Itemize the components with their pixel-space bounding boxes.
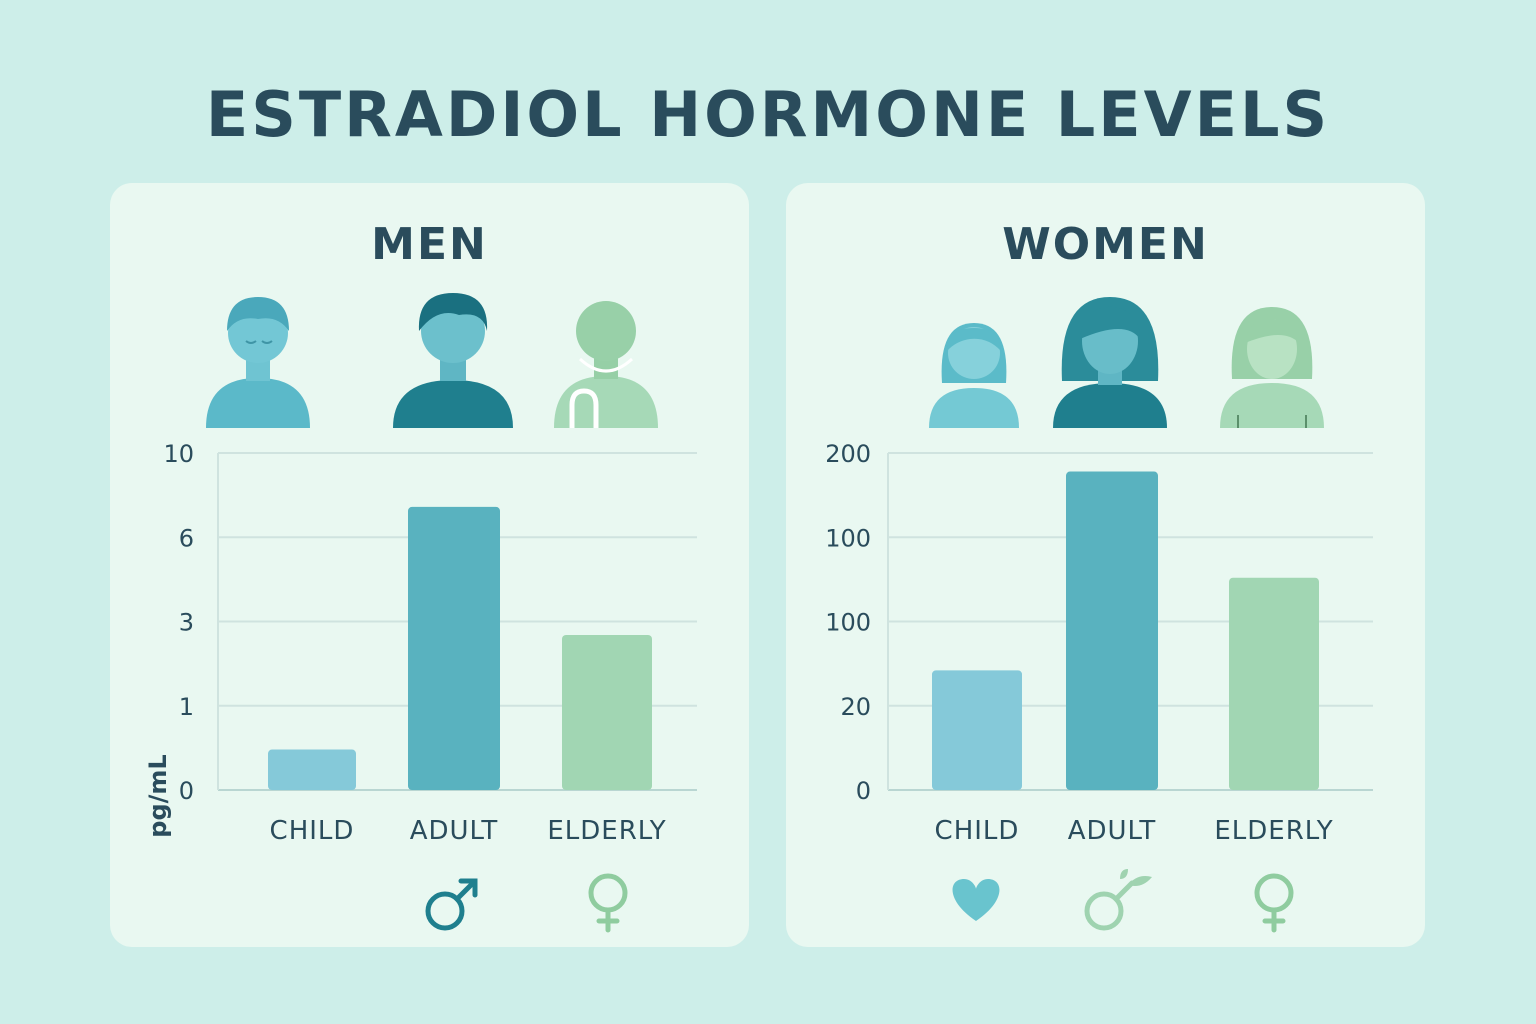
- women-bars: [932, 471, 1319, 790]
- women-category-label: ADULT: [1068, 816, 1157, 846]
- men-bar-elderly: [562, 634, 652, 790]
- women-y-tick-label: 0: [856, 777, 871, 805]
- men-y-tick-label: 6: [179, 524, 194, 552]
- men-y-tick-label: 3: [179, 609, 194, 637]
- woman-icon: [1053, 297, 1167, 428]
- women-bar-child: [932, 670, 1022, 790]
- panel-title-men: MEN: [371, 219, 488, 270]
- women-bar-adult: [1066, 471, 1158, 790]
- panel-women: WOMEN 0 20 100 100 200 CHILD ADULT ELDERLY: [786, 183, 1425, 947]
- men-category-label: ADULT: [410, 816, 499, 846]
- men-y-tick-label: 0: [179, 777, 194, 805]
- men-y-axis-title: pg/mL: [144, 754, 172, 837]
- boy-icon: [206, 297, 310, 428]
- male-symbol-icon: [425, 878, 478, 931]
- chart-men: 0 1 3 6 10 CHILD ADULT ELDERLY pg/mL: [144, 293, 697, 933]
- women-y-ticks: 0 20 100 100 200: [825, 440, 871, 805]
- men-categories: CHILD ADULT ELDERLY: [270, 816, 666, 846]
- panel-title-women: WOMEN: [1002, 219, 1209, 270]
- women-category-label: ELDERLY: [1214, 816, 1333, 846]
- men-category-label: CHILD: [270, 816, 355, 846]
- male-symbol-leaf-icon: [1084, 869, 1152, 931]
- female-symbol-icon: [1254, 873, 1294, 933]
- women-categories: CHILD ADULT ELDERLY: [935, 816, 1333, 846]
- chart-women: 0 20 100 100 200 CHILD ADULT ELDERLY: [825, 297, 1373, 933]
- girl-icon: [929, 323, 1019, 428]
- panel-men: MEN 0 1 3 6 10 CHILD ADULT ELDERLY pg/mL: [110, 183, 749, 947]
- men-y-tick-label: 1: [179, 693, 194, 721]
- women-bar-elderly: [1229, 577, 1319, 790]
- women-category-label: CHILD: [935, 816, 1020, 846]
- man-icon: [393, 293, 513, 428]
- men-bars: [268, 506, 652, 790]
- men-y-ticks: 0 1 3 6 10: [163, 440, 194, 805]
- page-title: ESTRADIOL HORMONE LEVELS: [205, 78, 1331, 151]
- women-y-tick-label: 200: [825, 440, 871, 468]
- women-y-tick-label: 100: [825, 524, 871, 552]
- heart-icon: [952, 879, 1000, 921]
- men-bar-child: [268, 749, 356, 790]
- men-category-label: ELDERLY: [547, 816, 666, 846]
- women-y-tick-label: 20: [840, 693, 871, 721]
- female-symbol-icon: [588, 873, 628, 933]
- elderly-man-icon: [554, 301, 658, 428]
- men-y-tick-label: 10: [163, 440, 194, 468]
- women-y-tick-label: 100: [825, 609, 871, 637]
- men-bar-adult: [408, 506, 500, 790]
- elderly-woman-icon: [1220, 307, 1324, 428]
